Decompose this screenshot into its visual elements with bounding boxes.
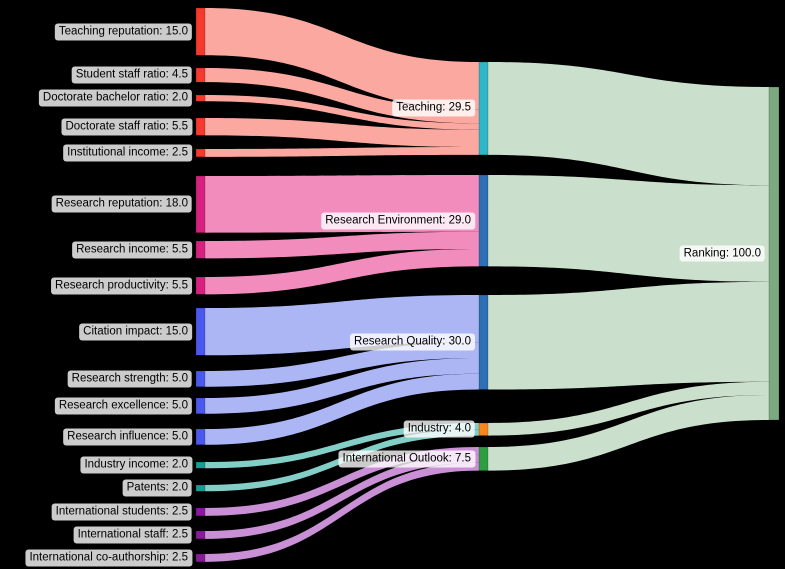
link-research_strength-research_quality [205, 342, 479, 387]
link-institutional_income-teaching [205, 147, 479, 157]
link-international_coauthorship-international_outlook [205, 462, 479, 562]
link-teaching_reputation-teaching [205, 8, 479, 110]
node-research_excellence[interactable] [195, 397, 206, 414]
label-teaching: Teaching: 29.5 [392, 99, 475, 117]
label-research_excellence: Research excellence: 5.0 [54, 397, 192, 415]
node-institutional_income[interactable] [195, 148, 206, 158]
node-research_strength[interactable] [195, 370, 206, 387]
node-teaching_reputation[interactable] [195, 7, 206, 56]
label-research_strength: Research strength: 5.0 [67, 370, 192, 388]
link-research_income-research_environment [205, 231, 479, 259]
link-international_staff-international_outlook [205, 454, 479, 539]
label-research_quality: Research Quality: 30.0 [350, 333, 475, 351]
label-research_income: Research income: 5.5 [72, 241, 192, 259]
node-research_productivity[interactable] [195, 276, 206, 295]
node-research_environment[interactable] [478, 174, 489, 267]
label-research_environment: Research Environment: 29.0 [321, 212, 475, 230]
label-international_outlook: International Outlook: 7.5 [338, 450, 475, 468]
node-ranking[interactable] [768, 86, 780, 421]
label-teaching_reputation: Teaching reputation: 15.0 [54, 23, 192, 41]
label-international_staff: International staff: 2.5 [73, 526, 192, 544]
node-patents[interactable] [195, 484, 206, 492]
link-research_excellence-research_quality [205, 358, 479, 414]
label-patents: Patents: 2.0 [122, 479, 192, 497]
node-industry[interactable] [478, 422, 489, 436]
node-international_coauthorship[interactable] [195, 553, 206, 563]
link-research_quality-ranking [488, 281, 769, 390]
node-research_quality[interactable] [478, 294, 489, 390]
node-international_staff[interactable] [195, 530, 206, 540]
label-international_coauthorship: International co-authorship: 2.5 [25, 549, 192, 567]
node-student_staff_ratio[interactable] [195, 67, 206, 83]
label-citation_impact: Citation impact: 15.0 [79, 323, 192, 341]
link-research_environment-ranking [488, 175, 769, 282]
node-international_students[interactable] [195, 507, 206, 517]
label-student_staff_ratio: Student staff ratio: 4.5 [71, 66, 192, 84]
label-research_productivity: Research productivity: 5.5 [51, 277, 192, 295]
node-research_influence[interactable] [195, 428, 206, 445]
node-international_outlook[interactable] [478, 446, 489, 471]
link-industry-ranking [488, 381, 769, 436]
node-research_reputation[interactable] [195, 175, 206, 233]
label-industry_income: Industry income: 2.0 [80, 456, 192, 474]
node-doctorate_bachelor_ratio[interactable] [195, 94, 206, 102]
node-doctorate_staff_ratio[interactable] [195, 117, 206, 136]
link-doctorate_bachelor_ratio-teaching [205, 95, 479, 130]
link-teaching-ranking [488, 62, 769, 186]
label-ranking: Ranking: 100.0 [679, 245, 765, 262]
link-research_productivity-research_environment [205, 249, 479, 295]
node-research_income[interactable] [195, 240, 206, 259]
link-industry_income-industry [205, 423, 479, 469]
node-teaching[interactable] [478, 61, 489, 156]
label-doctorate_bachelor_ratio: Doctorate bachelor ratio: 2.0 [38, 89, 192, 107]
label-institutional_income: Institutional income: 2.5 [63, 144, 192, 162]
label-research_reputation: Research reputation: 18.0 [51, 195, 192, 213]
node-industry_income[interactable] [195, 461, 206, 469]
node-citation_impact[interactable] [195, 307, 206, 356]
label-industry: Industry: 4.0 [403, 420, 475, 438]
label-doctorate_staff_ratio: Doctorate staff ratio: 5.5 [61, 118, 192, 136]
link-research_influence-research_quality [205, 373, 479, 445]
link-doctorate_staff_ratio-teaching [205, 118, 479, 148]
label-research_influence: Research influence: 5.0 [63, 428, 192, 446]
link-international_students-international_outlook [205, 447, 479, 516]
label-international_students: International students: 2.5 [51, 503, 192, 521]
link-international_outlook-ranking [488, 395, 769, 471]
